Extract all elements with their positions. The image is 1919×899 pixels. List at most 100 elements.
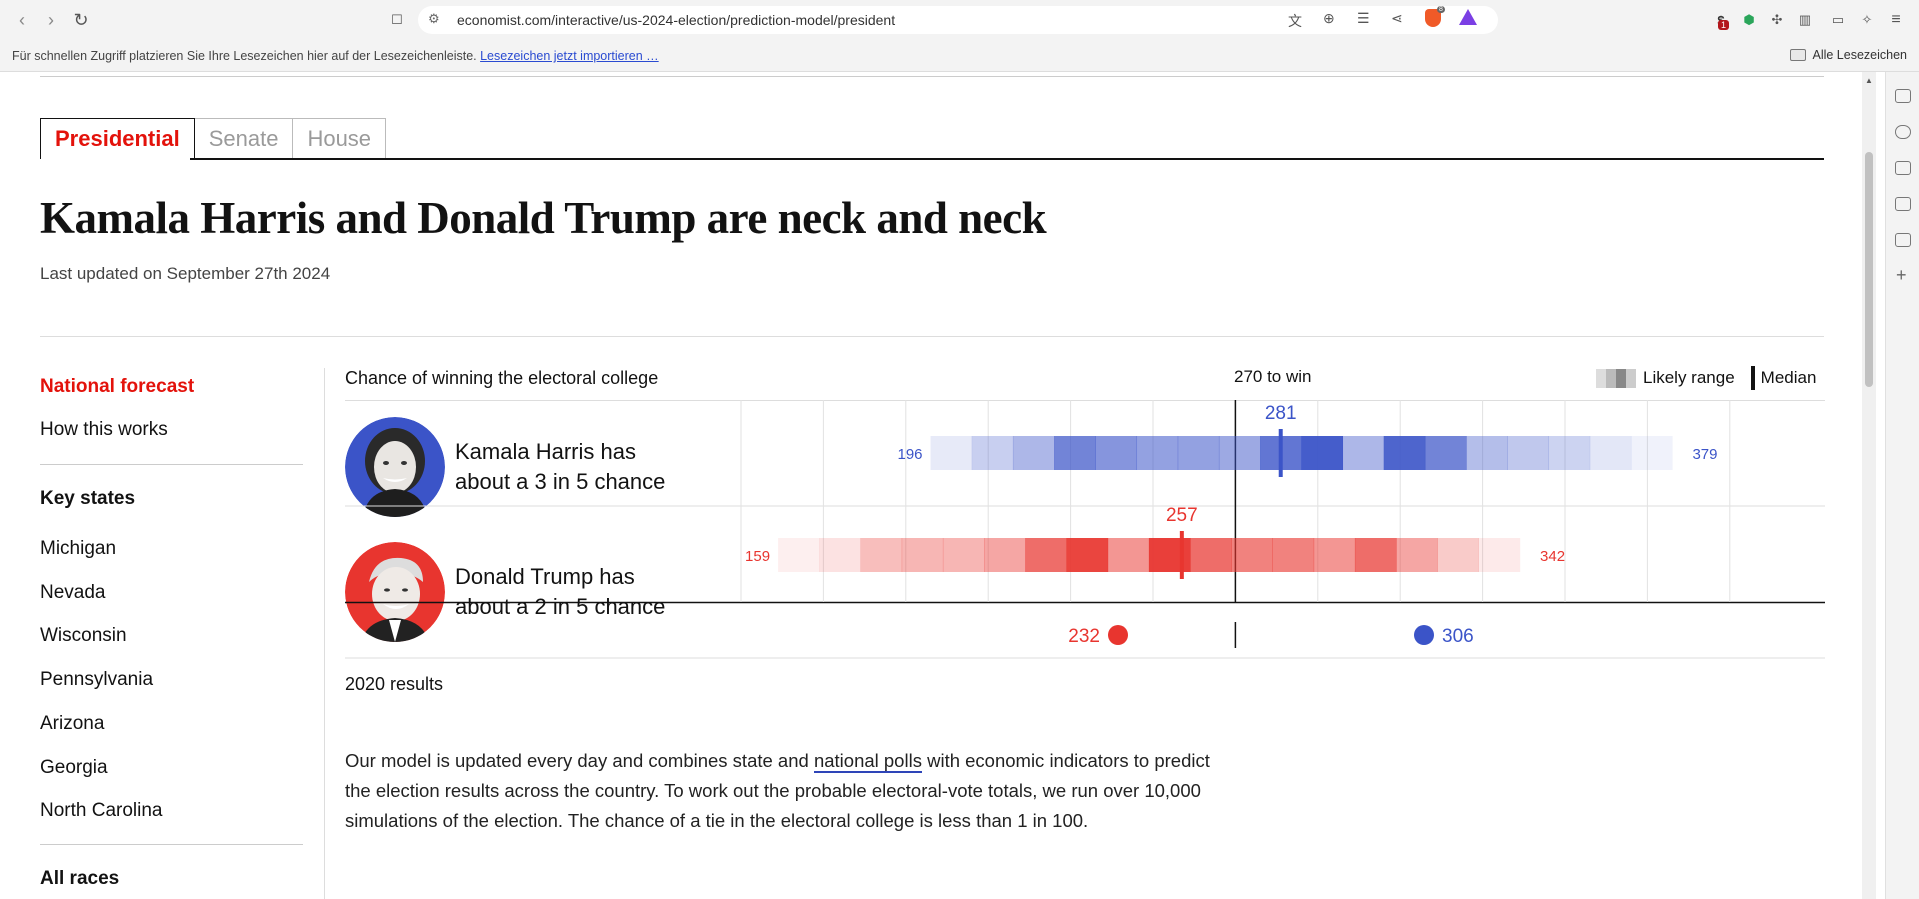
electoral-college-chart: 196 379 281 159 342 257 232 306 xyxy=(345,400,1825,659)
range-bin xyxy=(901,538,944,572)
range-bin xyxy=(860,538,903,572)
model-description: Our model is updated every day and combi… xyxy=(345,746,1225,836)
sidebar-toggle-icon[interactable]: ▥ xyxy=(1798,12,1812,27)
range-bin xyxy=(1012,436,1055,470)
range-bin xyxy=(984,538,1026,572)
sidebar-item-michigan[interactable]: Michigan xyxy=(40,538,117,559)
median-label: 257 xyxy=(1166,505,1198,526)
legend-median-label: Median xyxy=(1760,368,1817,387)
translate-icon[interactable]: 文 xyxy=(1288,13,1302,29)
bookmarks-panel-icon[interactable] xyxy=(1895,161,1911,175)
description-part1: Our model is updated every day and combi… xyxy=(345,750,814,771)
playlist-panel-icon[interactable] xyxy=(1895,197,1911,211)
range-bin xyxy=(1589,436,1632,470)
range-bin xyxy=(1107,538,1150,572)
sidebar-item-national-forecast[interactable]: National forecast xyxy=(40,376,195,397)
range-bin xyxy=(1190,538,1232,572)
range-bin xyxy=(1507,436,1550,470)
dem-2020-value: 306 xyxy=(1442,626,1474,647)
sidebar-item-wisconsin[interactable]: Wisconsin xyxy=(40,625,127,646)
browser-toolbar: ‹ › ↻ ☐ ⚙ economist.com/interactive/us-2… xyxy=(0,0,1919,40)
extensions-icon[interactable]: ✣ xyxy=(1771,12,1783,27)
reading-list-panel-icon[interactable] xyxy=(1895,233,1911,247)
range-bin xyxy=(1383,436,1426,470)
zoom-icon[interactable]: ⊕ xyxy=(1323,10,1335,26)
all-bookmarks-button[interactable]: Alle Lesezeichen xyxy=(1790,48,1907,62)
harris-chance-line1: Kamala Harris has xyxy=(455,439,636,464)
brave-shields-badge: 8 xyxy=(1437,6,1445,13)
median-marker xyxy=(1179,531,1184,579)
range-bin xyxy=(1548,436,1591,470)
address-bar[interactable]: ⚙ economist.com/interactive/us-2024-elec… xyxy=(418,6,1498,34)
range-high-label: 379 xyxy=(1692,446,1717,463)
url-text: economist.com/interactive/us-2024-electi… xyxy=(457,12,896,28)
bookmark-page-icon[interactable]: ☐ xyxy=(391,12,403,27)
race-tabs: Presidential Senate House xyxy=(40,118,387,159)
top-rule xyxy=(40,76,1824,77)
brave-shields-icon[interactable] xyxy=(1425,9,1441,27)
range-bin xyxy=(1136,436,1179,470)
sidebar-item-all-races[interactable]: All races xyxy=(40,868,120,889)
extension-s-badge: 1 xyxy=(1718,20,1730,30)
bookmarks-bar: Für schnellen Zugriff platzieren Sie Ihr… xyxy=(0,40,1919,72)
shield-extension-icon[interactable]: ⬢ xyxy=(1743,12,1755,27)
chart-legend: Likely range Median xyxy=(1596,366,1816,390)
median-label: 281 xyxy=(1265,403,1297,424)
range-bin xyxy=(1396,538,1438,572)
scroll-up-arrow[interactable]: ▲ xyxy=(1865,76,1873,85)
candidate-trump: Donald Trump has about a 2 in 5 chance xyxy=(345,542,665,642)
candidate-harris: Kamala Harris has about a 3 in 5 chance xyxy=(345,417,665,517)
page-title: Kamala Harris and Donald Trump are neck … xyxy=(40,193,1047,243)
range-bin xyxy=(819,538,861,572)
range-bin xyxy=(1437,538,1479,572)
range-high-label: 342 xyxy=(1540,548,1565,565)
share-icon[interactable]: ⋖ xyxy=(1391,10,1403,26)
range-bin xyxy=(1054,436,1096,470)
range-bin xyxy=(1301,436,1344,470)
tab-senate[interactable]: Senate xyxy=(194,118,294,159)
trump-chance-line2: about a 2 in 5 chance xyxy=(455,594,666,619)
add-panel-icon[interactable]: + xyxy=(1896,265,1907,285)
sidebar-item-how-this-works[interactable]: How this works xyxy=(40,419,168,440)
sidebar-item-arizona[interactable]: Arizona xyxy=(40,713,105,734)
range-bin xyxy=(1466,436,1508,470)
sidebar-item-georgia[interactable]: Georgia xyxy=(40,757,108,778)
browser-side-panel: + xyxy=(1885,72,1919,899)
page-scrollbar[interactable]: ▲ xyxy=(1862,72,1876,899)
last-updated: Last updated on September 27th 2024 xyxy=(40,264,331,283)
legend-median-mark xyxy=(1750,366,1755,390)
sidebar-divider xyxy=(40,844,303,845)
description-part2: with economic indicators to predict the … xyxy=(345,750,1210,831)
tab-house[interactable]: House xyxy=(293,118,387,159)
back-button[interactable]: ‹ xyxy=(19,9,25,30)
range-low-label: 196 xyxy=(897,446,922,463)
range-bin xyxy=(1354,538,1397,572)
trump-avatar xyxy=(345,542,445,642)
sidebar-item-pennsylvania[interactable]: Pennsylvania xyxy=(40,669,154,690)
menu-icon[interactable]: ≡ xyxy=(1891,11,1901,28)
scrollbar-thumb[interactable] xyxy=(1865,152,1873,387)
forward-button[interactable]: › xyxy=(48,9,54,30)
leo-panel-icon[interactable] xyxy=(1895,125,1911,139)
range-bin xyxy=(1066,538,1109,572)
median-marker xyxy=(1278,429,1283,477)
reload-button[interactable]: ↻ xyxy=(73,9,89,30)
national-polls-link[interactable]: national polls xyxy=(813,750,922,773)
leo-ai-icon[interactable]: ✧ xyxy=(1861,12,1873,27)
range-bin xyxy=(1424,436,1467,470)
site-info-icon[interactable]: ⚙ xyxy=(428,11,440,26)
sidebar-item-north-carolina[interactable]: North Carolina xyxy=(40,800,163,821)
sidebar-item-nevada[interactable]: Nevada xyxy=(40,582,106,603)
wallet-icon[interactable]: ▭ xyxy=(1831,12,1845,27)
reader-icon[interactable]: ☰ xyxy=(1357,10,1370,26)
rep-2020-dot xyxy=(1108,625,1128,645)
section-divider xyxy=(40,336,1824,337)
results-2020-label: 2020 results xyxy=(345,674,444,694)
tab-presidential[interactable]: Presidential xyxy=(40,118,195,159)
trump-chance-text: Donald Trump has about a 2 in 5 chance xyxy=(455,562,665,622)
import-bookmarks-link[interactable]: Lesezeichen jetzt importieren … xyxy=(480,49,659,63)
likely-range-swatch xyxy=(1596,368,1636,388)
brave-rewards-icon[interactable] xyxy=(1459,9,1477,25)
key-states-heading: Key states xyxy=(40,488,136,509)
wallet-panel-icon[interactable] xyxy=(1895,89,1911,103)
